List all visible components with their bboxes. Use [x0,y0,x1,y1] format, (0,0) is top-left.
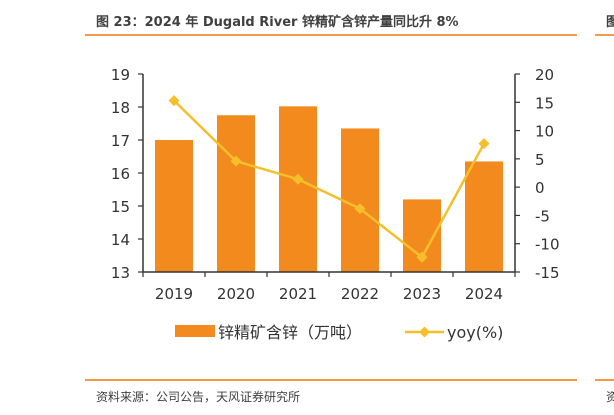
x-tick-label: 2020 [217,285,255,303]
next-source-fragment: 资 [606,390,614,404]
x-tick-label: 2019 [155,285,193,303]
x-tick-label: 2023 [403,285,441,303]
y-right-tick-label: -5 [535,207,550,225]
y-right-tick-label: 15 [535,94,554,112]
y-right-tick-label: 5 [535,151,545,169]
title-divider [85,34,577,36]
y-left-tick-label: 13 [111,264,130,282]
source-note: 资料来源：公司公告，天风证券研究所 [96,390,301,404]
yoy-point-2021 [292,173,304,185]
y-right-tick-label: 20 [535,66,554,84]
bar-2022 [341,128,379,272]
legend-bar-swatch [175,325,215,337]
y-left-tick-label: 17 [111,132,130,150]
figure-title: 图 23：2024 年 Dugald River 锌精矿含锌产量同比升 8% [96,15,459,30]
legend-bar-label: 锌精矿含锌（万吨） [218,323,362,342]
next-title-divider [595,34,614,36]
source-divider [85,379,577,381]
y-left-tick-label: 16 [111,165,130,183]
figure-header: 图 23：2024 年 Dugald River 锌精矿含锌产量同比升 8% 图 [0,0,614,38]
yoy-point-2020 [230,155,242,167]
y-right-tick-label: 10 [535,123,554,141]
y-left-tick-label: 14 [111,231,130,249]
y-right-tick-label: 0 [535,179,545,197]
x-tick-label: 2021 [279,285,317,303]
legend-line-marker [419,326,430,338]
y-right-tick-label: -10 [535,236,560,254]
x-tick-label: 2024 [465,285,503,303]
bar-2021 [279,106,317,272]
yoy-series-line [173,99,486,260]
y-left-tick-label: 19 [111,66,130,84]
next-figure-title-fragment: 图 [606,15,614,30]
x-tick-label: 2022 [341,285,379,303]
yoy-point-2019 [168,95,180,107]
y-left-tick-label: 18 [111,99,130,117]
bar-2020 [217,115,255,272]
bar-2019 [155,140,193,272]
legend-line-label: yoy(%) [447,323,503,342]
y-right-tick-label: -15 [535,264,560,282]
yoy-point-2022 [354,203,366,215]
y-left-tick-label: 15 [111,198,130,216]
yoy-point-2024 [478,138,490,150]
bar-2024 [465,161,503,272]
yoy-point-2023 [416,251,428,263]
next-source-divider [595,379,614,381]
